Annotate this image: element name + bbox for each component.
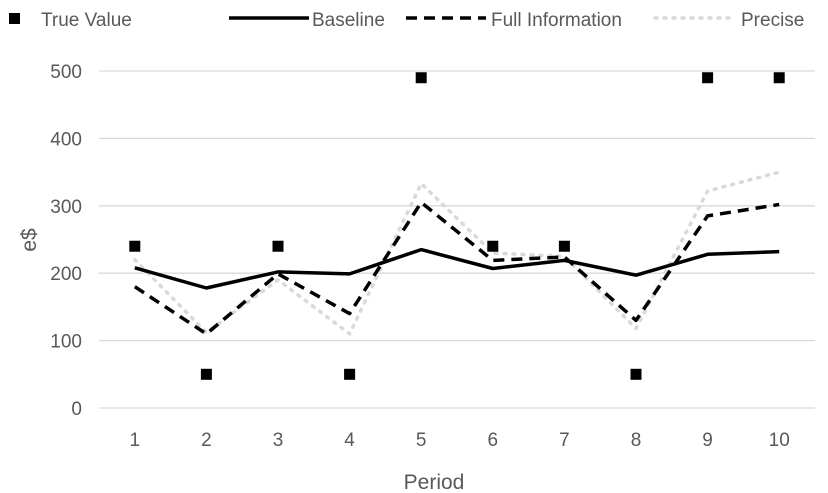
line-vertex <box>419 200 423 204</box>
legend-label-full-information: Full Information <box>491 10 622 31</box>
x-axis-ticks: 1 2 3 4 5 6 7 8 9 10 <box>130 430 790 451</box>
y-tick-label: 200 <box>50 264 82 285</box>
series-full-information <box>133 200 780 336</box>
y-tick-label: 100 <box>50 332 82 353</box>
series-line <box>133 170 781 336</box>
data-point <box>129 240 141 252</box>
x-tick-label: 10 <box>769 430 790 451</box>
legend-marker-true-value <box>9 13 20 24</box>
data-point <box>344 368 356 380</box>
legend-label-precise: Precise <box>741 10 804 31</box>
data-point <box>630 368 642 380</box>
x-tick-label: 8 <box>631 430 642 451</box>
data-point <box>702 72 714 84</box>
y-axis-title: e$ <box>18 228 41 252</box>
series-true-value <box>129 72 785 380</box>
series-line <box>133 200 780 336</box>
data-point <box>558 240 570 252</box>
x-tick-label: 7 <box>559 430 570 451</box>
x-tick-label: 6 <box>488 430 499 451</box>
data-point <box>773 72 785 84</box>
y-tick-label: 300 <box>50 197 82 218</box>
y-axis-ticks: 0 100 200 300 400 500 <box>50 62 82 420</box>
x-tick-label: 3 <box>273 430 284 451</box>
x-tick-label: 9 <box>702 430 713 451</box>
x-axis-title: Period <box>404 471 465 493</box>
series-layer <box>129 72 785 380</box>
series-line <box>134 247 780 290</box>
legend: True Value Baseline Full Information Pre… <box>9 10 804 31</box>
x-tick-label: 2 <box>201 430 212 451</box>
legend-label-baseline: Baseline <box>312 10 385 31</box>
x-tick-label: 5 <box>416 430 427 451</box>
y-tick-label: 500 <box>50 62 82 83</box>
data-point <box>487 240 499 252</box>
series-baseline <box>134 247 780 290</box>
x-tick-label: 1 <box>130 430 141 451</box>
y-tick-label: 400 <box>50 129 82 150</box>
y-tick-label: 0 <box>71 399 82 420</box>
data-point <box>272 240 284 252</box>
legend-label-true-value: True Value <box>41 10 132 31</box>
x-tick-label: 4 <box>344 430 355 451</box>
data-point <box>415 72 427 84</box>
data-point <box>200 368 212 380</box>
gridlines <box>99 70 815 409</box>
series-precise <box>133 170 781 336</box>
